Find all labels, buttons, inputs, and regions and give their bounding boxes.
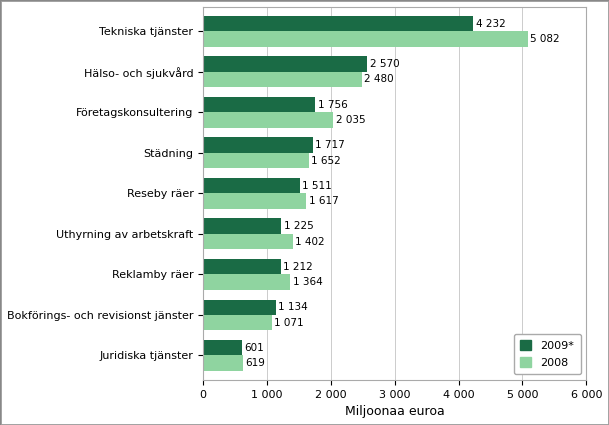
Bar: [203, 193, 306, 209]
Text: 2 480: 2 480: [364, 74, 393, 85]
Bar: [203, 112, 333, 128]
Text: 1 511: 1 511: [302, 181, 332, 191]
Text: 4 232: 4 232: [476, 19, 505, 28]
Text: 1 212: 1 212: [283, 262, 313, 272]
Bar: [203, 355, 243, 371]
Text: 1 134: 1 134: [278, 302, 308, 312]
Bar: [203, 218, 281, 234]
Bar: [203, 234, 293, 249]
Bar: [203, 72, 362, 87]
Bar: [203, 178, 300, 193]
Text: 1 617: 1 617: [309, 196, 339, 206]
Text: 1 225: 1 225: [284, 221, 314, 231]
Text: 1 652: 1 652: [311, 156, 341, 165]
Text: 1 402: 1 402: [295, 237, 325, 246]
Bar: [203, 275, 290, 290]
Bar: [203, 97, 315, 112]
Bar: [203, 57, 367, 72]
Bar: [203, 259, 281, 275]
Text: 2 035: 2 035: [336, 115, 365, 125]
Text: 1 717: 1 717: [315, 140, 345, 150]
Text: 1 756: 1 756: [318, 99, 348, 110]
Bar: [203, 16, 473, 31]
Text: 2 570: 2 570: [370, 59, 400, 69]
Bar: [203, 137, 313, 153]
X-axis label: Miljoonaa euroa: Miljoonaa euroa: [345, 405, 445, 418]
Text: 619: 619: [245, 358, 265, 368]
Text: 601: 601: [244, 343, 264, 353]
Bar: [203, 153, 309, 168]
Text: 5 082: 5 082: [530, 34, 560, 44]
Bar: [203, 31, 527, 47]
Bar: [203, 315, 272, 330]
Bar: [203, 300, 276, 315]
Bar: [203, 340, 242, 355]
Text: 1 071: 1 071: [274, 317, 304, 328]
Text: 1 364: 1 364: [293, 277, 323, 287]
Legend: 2009*, 2008: 2009*, 2008: [513, 334, 581, 374]
